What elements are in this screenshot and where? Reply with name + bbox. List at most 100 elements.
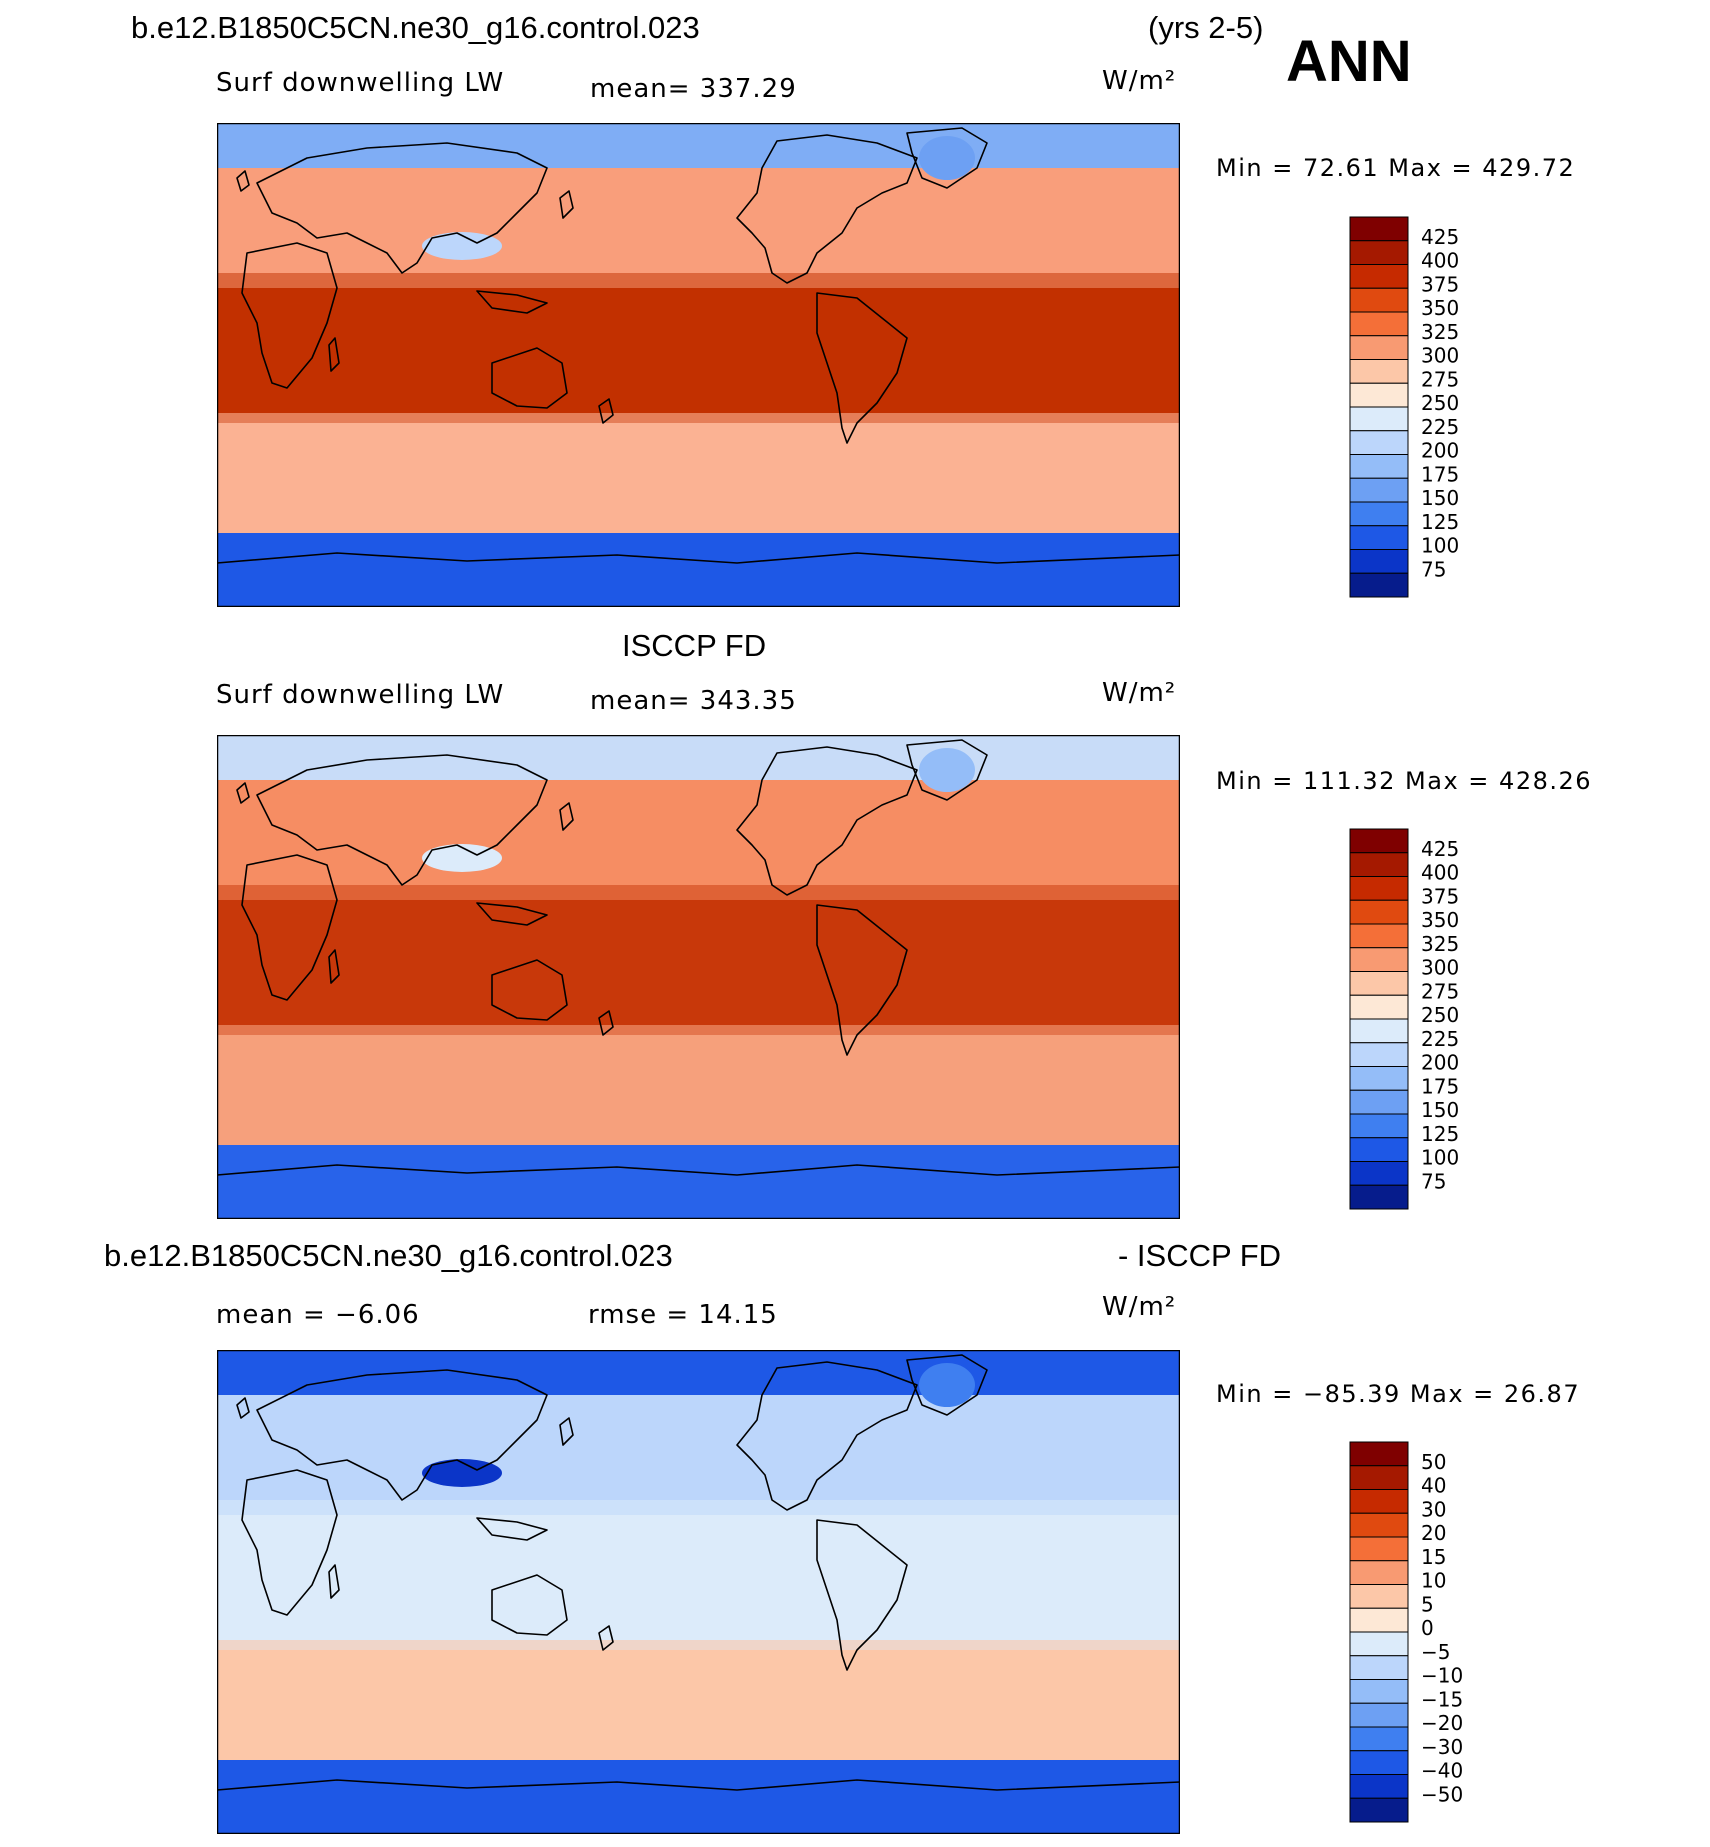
panel1-units-label: W/m² bbox=[1102, 66, 1177, 96]
map-field-band bbox=[217, 533, 1180, 607]
map-field-band bbox=[217, 1760, 1180, 1834]
colorbar-tick-label: 150 bbox=[1421, 1098, 1459, 1122]
colorbar-tick-label: −30 bbox=[1421, 1735, 1463, 1759]
colorbar-swatch bbox=[1349, 1679, 1409, 1704]
panel3-map bbox=[217, 1350, 1180, 1834]
colorbar-swatch bbox=[1349, 311, 1409, 337]
colorbar-swatch bbox=[1349, 1536, 1409, 1562]
coastline-uk bbox=[236, 170, 250, 192]
colorbar-swatch bbox=[1349, 1089, 1409, 1115]
coastline-antarctica bbox=[217, 552, 1180, 564]
colorbar-swatch bbox=[1349, 1774, 1409, 1799]
colorbar-swatch bbox=[1349, 549, 1409, 574]
coastline-africa bbox=[241, 242, 338, 389]
coastlines bbox=[236, 739, 988, 1056]
colorbar-tick-label: 400 bbox=[1421, 249, 1459, 273]
map-field-band bbox=[217, 1640, 1180, 1665]
colorbar-swatch bbox=[1349, 1726, 1409, 1752]
colorbar-swatch bbox=[1349, 1184, 1409, 1210]
coastline-northAmerica bbox=[736, 134, 918, 284]
colorbar-tick-label: 300 bbox=[1421, 344, 1459, 368]
coastline-greenland bbox=[906, 1354, 988, 1416]
colorbar-swatch bbox=[1349, 287, 1409, 313]
colorbar-swatch bbox=[1349, 264, 1409, 289]
colorbar-swatch bbox=[1349, 382, 1409, 408]
map-field-band bbox=[217, 780, 1180, 855]
colorbar-tick-label: 125 bbox=[1421, 510, 1459, 534]
colorbar-swatch bbox=[1349, 359, 1409, 384]
panel3-minmax-label: Min = −85.39 Max = 26.87 bbox=[1216, 1380, 1581, 1408]
colorbar-tick-label: −40 bbox=[1421, 1759, 1463, 1783]
colorbar-tick-label: 325 bbox=[1421, 320, 1459, 344]
panel2-minmax-label: Min = 111.32 Max = 428.26 bbox=[1216, 767, 1593, 795]
tibet-plateau-region bbox=[422, 232, 502, 260]
coastline-southAmerica bbox=[816, 904, 908, 1056]
coastline-newzealand bbox=[598, 1625, 614, 1651]
colorbar-swatch bbox=[1349, 335, 1409, 360]
map-field-band bbox=[217, 288, 1180, 423]
colorbar-tick-label: 15 bbox=[1421, 1545, 1446, 1569]
coastline-eurasia bbox=[256, 142, 548, 274]
map-field-band bbox=[217, 1395, 1180, 1470]
colorbar-tick-label: 10 bbox=[1421, 1569, 1446, 1593]
coastline-greenland bbox=[906, 739, 988, 801]
panel1-years-label: (yrs 2-5) bbox=[1148, 10, 1264, 45]
colorbar-swatch bbox=[1349, 828, 1409, 854]
panel2-units-label: W/m² bbox=[1102, 678, 1177, 708]
colorbar-tick-label: 150 bbox=[1421, 486, 1459, 510]
colorbar-swatch bbox=[1349, 1584, 1409, 1609]
colorbar-tick-label: 225 bbox=[1421, 1027, 1459, 1051]
colorbar-tick-label: 375 bbox=[1421, 884, 1459, 908]
colorbar-tick-label: 125 bbox=[1421, 1122, 1459, 1146]
map-field-band bbox=[217, 1500, 1180, 1525]
panel1-map bbox=[217, 123, 1180, 607]
coastline-newzealand bbox=[598, 1010, 614, 1036]
panel3-rmse-label: rmse = 14.15 bbox=[588, 1300, 778, 1330]
coastline-eurasia bbox=[256, 1369, 548, 1501]
colorbar-tick-label: 350 bbox=[1421, 296, 1459, 320]
colorbar-tick-label: −10 bbox=[1421, 1664, 1463, 1688]
colorbar-swatch bbox=[1349, 994, 1409, 1020]
panel3-units-label: W/m² bbox=[1102, 1292, 1177, 1322]
coastline-antarctica bbox=[217, 1779, 1180, 1791]
map-field-band bbox=[217, 483, 1180, 533]
colorbar-swatch bbox=[1349, 525, 1409, 550]
map-frame bbox=[217, 735, 1180, 1219]
map-field-band bbox=[217, 900, 1180, 1035]
coastlines bbox=[236, 1354, 988, 1671]
colorbar-swatch bbox=[1349, 1797, 1409, 1823]
colorbar-tick-label: 0 bbox=[1421, 1616, 1434, 1640]
colorbar-swatch bbox=[1349, 240, 1409, 265]
colorbar-tick-label: 100 bbox=[1421, 534, 1459, 558]
coastline-northAmerica bbox=[736, 1361, 918, 1511]
coastline-africa bbox=[241, 854, 338, 1001]
colorbar-tick-label: 40 bbox=[1421, 1474, 1446, 1498]
colorbar-swatch bbox=[1349, 1631, 1409, 1657]
colorbar-swatch bbox=[1349, 454, 1409, 479]
map-field-band bbox=[217, 885, 1180, 910]
coastline-southAmerica bbox=[816, 1519, 908, 1671]
colorbar-swatch bbox=[1349, 876, 1409, 901]
colorbar-swatch bbox=[1349, 852, 1409, 877]
panel1-mean-label: mean= 337.29 bbox=[590, 74, 797, 104]
coastline-madagascar bbox=[328, 337, 340, 372]
colorbar-swatch bbox=[1349, 923, 1409, 949]
map-field-band bbox=[217, 123, 1180, 168]
colorbar-tick-label: 175 bbox=[1421, 1074, 1459, 1098]
colorbar-swatch bbox=[1349, 477, 1409, 503]
coastline-uk bbox=[236, 782, 250, 804]
colorbar-swatch bbox=[1349, 572, 1409, 598]
colorbar-tick-label: 350 bbox=[1421, 908, 1459, 932]
colorbar-tick-label: 275 bbox=[1421, 979, 1459, 1003]
coastline-newzealand bbox=[598, 398, 614, 424]
panel2-colorbar: 4254003753503253002752502252001751501251… bbox=[1349, 828, 1459, 1210]
coastline-australia bbox=[491, 959, 568, 1021]
greenland-region bbox=[919, 1363, 975, 1407]
colorbar-tick-label: 100 bbox=[1421, 1146, 1459, 1170]
colorbar-swatch bbox=[1349, 1702, 1409, 1728]
coastline-madagascar bbox=[328, 1564, 340, 1599]
coastline-madagascar bbox=[328, 949, 340, 984]
colorbar-swatch bbox=[1349, 1066, 1409, 1091]
map-field-band bbox=[217, 413, 1180, 438]
